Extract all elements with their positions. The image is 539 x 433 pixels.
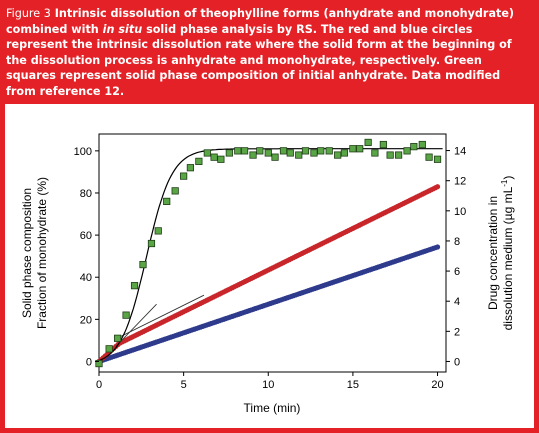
- right-tick-label: 12: [454, 176, 466, 188]
- solid-phase-point: [310, 149, 318, 157]
- x-tick-label: 15: [347, 379, 359, 391]
- caption-text-2: solid phase analysis by RS. The red and …: [6, 22, 512, 98]
- solid-phase-point: [386, 151, 394, 159]
- solid-phase-point: [271, 153, 279, 161]
- right-tick-label: 0: [454, 356, 460, 368]
- x-axis-title: Time (min): [244, 401, 301, 415]
- solid-phase-point: [210, 153, 218, 161]
- solid-phase-point: [154, 227, 162, 235]
- solid-phase-point: [334, 151, 342, 159]
- solid-phase-point: [240, 147, 249, 155]
- fit-curve: [98, 148, 443, 362]
- solid-phase-point: [122, 311, 130, 319]
- right-axis-title-end: ): [501, 176, 515, 180]
- solid-phase-point: [95, 359, 103, 368]
- solid-phase-point: [349, 145, 357, 153]
- solid-phase-point: [317, 147, 325, 155]
- solid-phase-point: [325, 147, 333, 155]
- tangent-line: [115, 294, 205, 340]
- dissolution-chart: 0 5 10 15 20 0 20 40 60 80 100 0 2 4 6 8 10 12 14 Time (mi…: [20, 133, 515, 415]
- solid-phase-point: [418, 140, 426, 149]
- anhydrate-series: [96, 184, 441, 365]
- left-tick-label: 100: [74, 146, 92, 158]
- right-axis-title-line1: Drug concentration in: [486, 196, 500, 310]
- solid-phase-point: [147, 239, 156, 248]
- solid-phase-point: [279, 147, 288, 155]
- x-tick-label: 20: [431, 379, 443, 391]
- left-tick-label: 0: [86, 356, 92, 368]
- x-tick-label: 5: [181, 379, 187, 391]
- right-axis-title-sup: -1: [500, 179, 509, 187]
- left-tick-label: 20: [80, 314, 92, 326]
- solid-phase-point: [203, 149, 211, 157]
- right-axis-title-line2: dissolution medium (µg mL-1): [500, 176, 515, 331]
- left-axis-title-line1: Solid phase composition: [20, 188, 34, 318]
- solid-phase-point: [225, 149, 233, 157]
- solid-phase-point: [234, 147, 242, 155]
- right-tick-label: 2: [454, 326, 460, 338]
- monohydrate-series: [96, 244, 441, 365]
- monohydrate-point: [434, 244, 441, 250]
- left-axis-title-line2: Fraction of monohydrate (%): [35, 177, 49, 329]
- solid-phase-point: [301, 147, 310, 155]
- figure-label: Figure 3: [6, 7, 51, 20]
- solid-phase-point: [130, 282, 139, 290]
- axes: 0 5 10 15 20 0 20 40 60 80 100 0 2 4 6 8 10 12 14: [74, 146, 467, 391]
- caption-text-1: Intrinsic dissolution of theophylline fo…: [6, 7, 515, 36]
- solid-phase-point: [410, 143, 418, 151]
- solid-phase-point: [264, 149, 272, 157]
- solid-phase-point: [403, 147, 411, 155]
- solid-phase-point: [139, 260, 147, 269]
- left-tick-label: 60: [80, 230, 92, 242]
- solid-phase-point: [356, 145, 364, 153]
- chart-panel: 0 5 10 15 20 0 20 40 60 80 100 0 2 4 6 8 10 12 14 Time (mi…: [5, 104, 534, 428]
- solid-phase-point: [195, 157, 203, 165]
- solid-phase-point: [163, 197, 171, 205]
- tangent-lines: [115, 294, 205, 347]
- solid-phase-point: [171, 187, 179, 195]
- x-tick-label: 10: [262, 379, 274, 391]
- solid-phase-point: [295, 151, 303, 159]
- solid-phase-point: [395, 151, 403, 159]
- solid-phase-point: [425, 153, 433, 161]
- solid-phase-point: [364, 138, 372, 147]
- solid-phase-point: [256, 147, 264, 155]
- solid-phase-point: [186, 164, 195, 172]
- right-tick-label: 4: [454, 296, 460, 308]
- right-tick-label: 14: [454, 146, 466, 158]
- left-tick-label: 80: [80, 188, 92, 200]
- solid-phase-point: [114, 334, 122, 342]
- solid-phase-point: [180, 172, 188, 180]
- tangent-line: [115, 303, 157, 347]
- right-tick-label: 8: [454, 236, 460, 248]
- plot-frame: [98, 133, 447, 373]
- solid-phase-point: [340, 149, 349, 157]
- solid-phase-series: [95, 138, 442, 368]
- right-tick-label: 10: [454, 206, 466, 218]
- solid-phase-point: [105, 345, 113, 353]
- solid-phase-point: [249, 151, 257, 159]
- left-tick-label: 40: [80, 272, 92, 284]
- solid-phase-point: [379, 140, 387, 149]
- anhydrate-point: [434, 184, 441, 190]
- solid-phase-point: [286, 149, 294, 157]
- solid-phase-point: [217, 155, 225, 163]
- solid-phase-point: [371, 149, 379, 157]
- solid-phase-point: [433, 155, 442, 163]
- figure-caption: Figure 3 Intrinsic dissolution of theoph…: [6, 6, 526, 99]
- right-axis-title-main: dissolution medium (µg mL: [501, 186, 515, 330]
- x-tick-label: 0: [96, 379, 102, 391]
- right-tick-label: 6: [454, 266, 460, 278]
- caption-italic: in situ: [102, 22, 143, 36]
